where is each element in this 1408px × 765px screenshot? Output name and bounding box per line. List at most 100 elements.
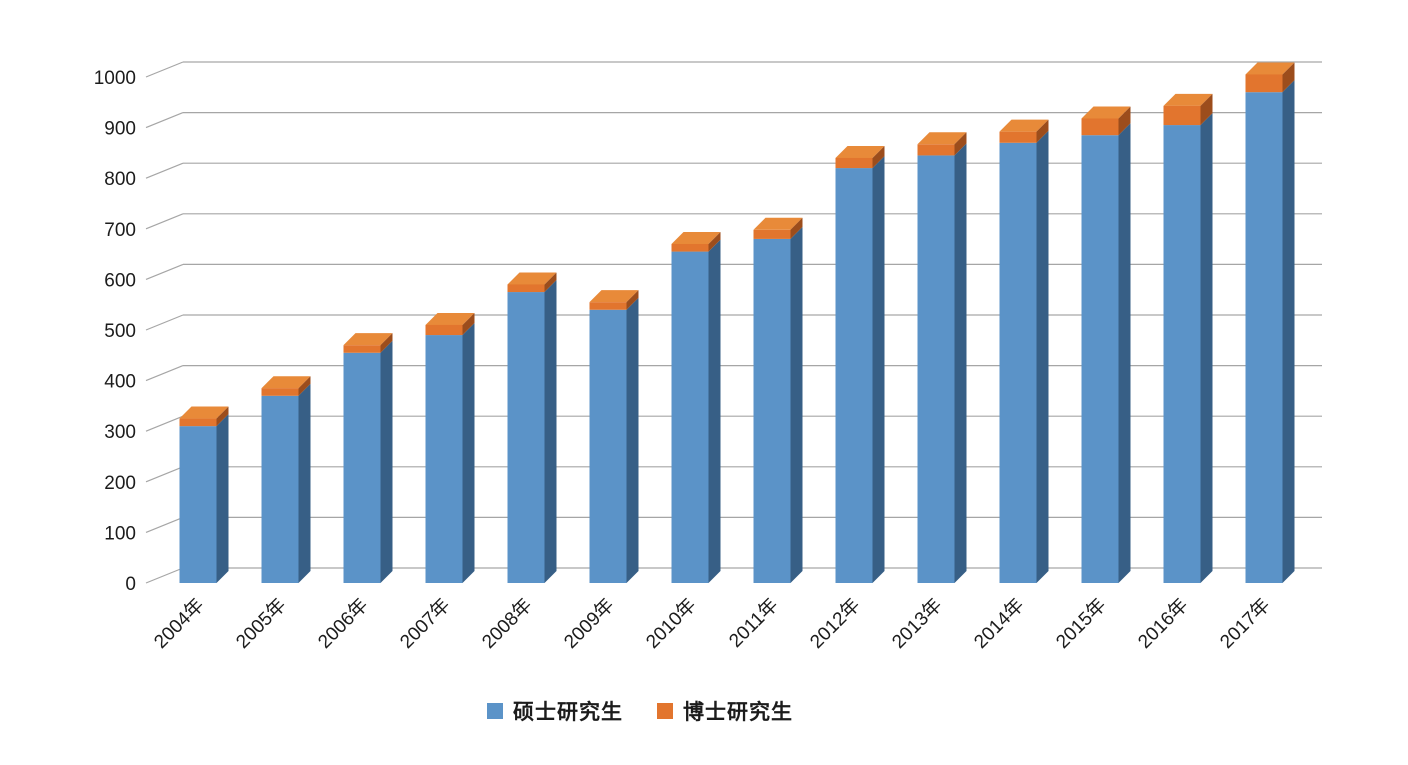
bar-doctors-side-face bbox=[298, 376, 311, 396]
bar-masters-side-face bbox=[626, 297, 639, 583]
bar-doctors-side-face bbox=[462, 312, 475, 336]
y-gridline-leader bbox=[145, 516, 184, 533]
legend-swatch-masters-icon bbox=[487, 703, 503, 719]
x-axis-tick-label: 2009年 bbox=[560, 594, 619, 653]
x-axis-tick-label: 2015年 bbox=[1052, 594, 1111, 653]
y-axis-tick-label: 600 bbox=[104, 270, 136, 291]
bar-doctors-top-face bbox=[917, 132, 967, 145]
bar-2012 bbox=[835, 145, 885, 583]
bar-doctors-side-face bbox=[380, 333, 393, 353]
y-gridline-leader bbox=[145, 162, 184, 179]
bar-2006 bbox=[343, 333, 393, 583]
y-gridline-leader bbox=[145, 314, 184, 331]
y-axis-tick-label: 500 bbox=[104, 321, 136, 342]
x-axis-tick-label: 2012年 bbox=[806, 594, 865, 653]
y-axis-tick-label: 100 bbox=[104, 523, 136, 544]
bar-doctors-side-face bbox=[872, 145, 885, 169]
bar-doctors-top-face bbox=[179, 406, 229, 419]
bar-doctors-side-face bbox=[1282, 62, 1295, 93]
bar-masters-front-face bbox=[671, 251, 709, 583]
bar-doctors-top-face bbox=[753, 217, 803, 230]
bar-2004 bbox=[179, 406, 229, 583]
y-axis-tick-label: 0 bbox=[125, 574, 136, 595]
bar-masters-front-face bbox=[1081, 135, 1119, 583]
y-gridline-leader bbox=[145, 466, 184, 483]
bar-doctors-front-face bbox=[1081, 118, 1119, 136]
bar-2015 bbox=[1081, 106, 1131, 583]
bar-2013 bbox=[917, 132, 967, 583]
bar-doctors-top-face bbox=[1245, 62, 1295, 75]
bar-2017 bbox=[1245, 62, 1295, 584]
y-axis-tick-label: 400 bbox=[104, 372, 136, 393]
x-axis-tick-label: 2010年 bbox=[642, 594, 701, 653]
bar-doctors-front-face bbox=[589, 302, 627, 310]
bar-doctors-front-face bbox=[343, 345, 381, 353]
x-axis-tick-label: 2014年 bbox=[970, 594, 1029, 653]
bar-masters-side-face bbox=[954, 143, 967, 583]
bar-masters-front-face bbox=[1163, 125, 1201, 583]
bar-doctors-front-face bbox=[425, 324, 463, 336]
bar-masters-front-face bbox=[425, 335, 463, 583]
bar-doctors-top-face bbox=[261, 376, 311, 389]
chart-legend: 硕士研究生 博士研究生 bbox=[0, 696, 1280, 726]
bar-doctors-front-face bbox=[999, 131, 1037, 143]
bar-masters-front-face bbox=[917, 155, 955, 583]
bar-masters-front-face bbox=[507, 292, 545, 583]
bar-doctors-top-face bbox=[1081, 106, 1131, 119]
bar-doctors-side-face bbox=[790, 217, 803, 239]
legend-item-masters: 硕士研究生 bbox=[487, 696, 623, 726]
bar-masters-side-face bbox=[708, 239, 721, 583]
bar-masters-front-face bbox=[589, 309, 627, 583]
bar-doctors-side-face bbox=[1118, 106, 1131, 136]
bar-doctors-front-face bbox=[671, 243, 709, 252]
bar-masters-front-face bbox=[1245, 92, 1283, 584]
bar-doctors-side-face bbox=[708, 231, 721, 252]
bar-masters-front-face bbox=[753, 238, 791, 584]
bar-doctors-side-face bbox=[626, 290, 639, 310]
bar-masters-side-face bbox=[872, 156, 885, 583]
bar-doctors-top-face bbox=[671, 231, 721, 244]
bar-doctors-top-face bbox=[507, 272, 557, 285]
bar-masters-side-face bbox=[544, 280, 557, 583]
x-axis-tick-label: 2005年 bbox=[232, 594, 291, 653]
x-axis-tick-label: 2004年 bbox=[150, 594, 209, 653]
bar-masters-front-face bbox=[261, 395, 299, 583]
y-gridline-leader bbox=[145, 112, 184, 129]
bar-doctors-top-face bbox=[425, 312, 475, 325]
bar-doctors-front-face bbox=[1163, 105, 1201, 126]
x-axis-tick-label: 2007年 bbox=[396, 594, 455, 653]
bar-masters-front-face bbox=[999, 142, 1037, 583]
y-axis-tick-label: 700 bbox=[104, 220, 136, 241]
y-gridline-leader bbox=[145, 567, 184, 584]
bar-2016 bbox=[1163, 93, 1213, 583]
bar-masters-side-face bbox=[216, 414, 229, 583]
bar-doctors-front-face bbox=[917, 144, 955, 156]
bar-doctors-front-face bbox=[179, 418, 217, 427]
bar-masters-side-face bbox=[790, 226, 803, 584]
x-axis-tick-label: 2016年 bbox=[1134, 594, 1193, 653]
bar-doctors-side-face bbox=[954, 132, 967, 156]
bar-doctors-front-face bbox=[261, 388, 299, 396]
legend-swatch-doctors-icon bbox=[657, 703, 673, 719]
bar-doctors-side-face bbox=[544, 272, 557, 293]
bar-masters-side-face bbox=[1200, 113, 1213, 583]
bar-2011 bbox=[753, 217, 803, 584]
y-gridline-leader bbox=[145, 263, 184, 280]
legend-item-doctors: 博士研究生 bbox=[657, 696, 793, 726]
y-axis-tick-label: 900 bbox=[104, 119, 136, 140]
legend-label-masters: 硕士研究生 bbox=[513, 701, 623, 724]
bar-masters-front-face bbox=[835, 168, 873, 583]
bar-doctors-top-face bbox=[1163, 93, 1213, 106]
bar-doctors-top-face bbox=[835, 145, 885, 158]
bar-masters-front-face bbox=[179, 426, 217, 583]
bar-2008 bbox=[507, 272, 557, 583]
bar-masters-side-face bbox=[298, 383, 311, 583]
bar-masters-front-face bbox=[343, 352, 381, 583]
y-gridline-leader bbox=[145, 61, 184, 78]
bar-2009 bbox=[589, 290, 639, 583]
bar-doctors-front-face bbox=[507, 284, 545, 293]
bar-doctors-top-face bbox=[343, 333, 393, 346]
bar-masters-side-face bbox=[1282, 80, 1295, 584]
